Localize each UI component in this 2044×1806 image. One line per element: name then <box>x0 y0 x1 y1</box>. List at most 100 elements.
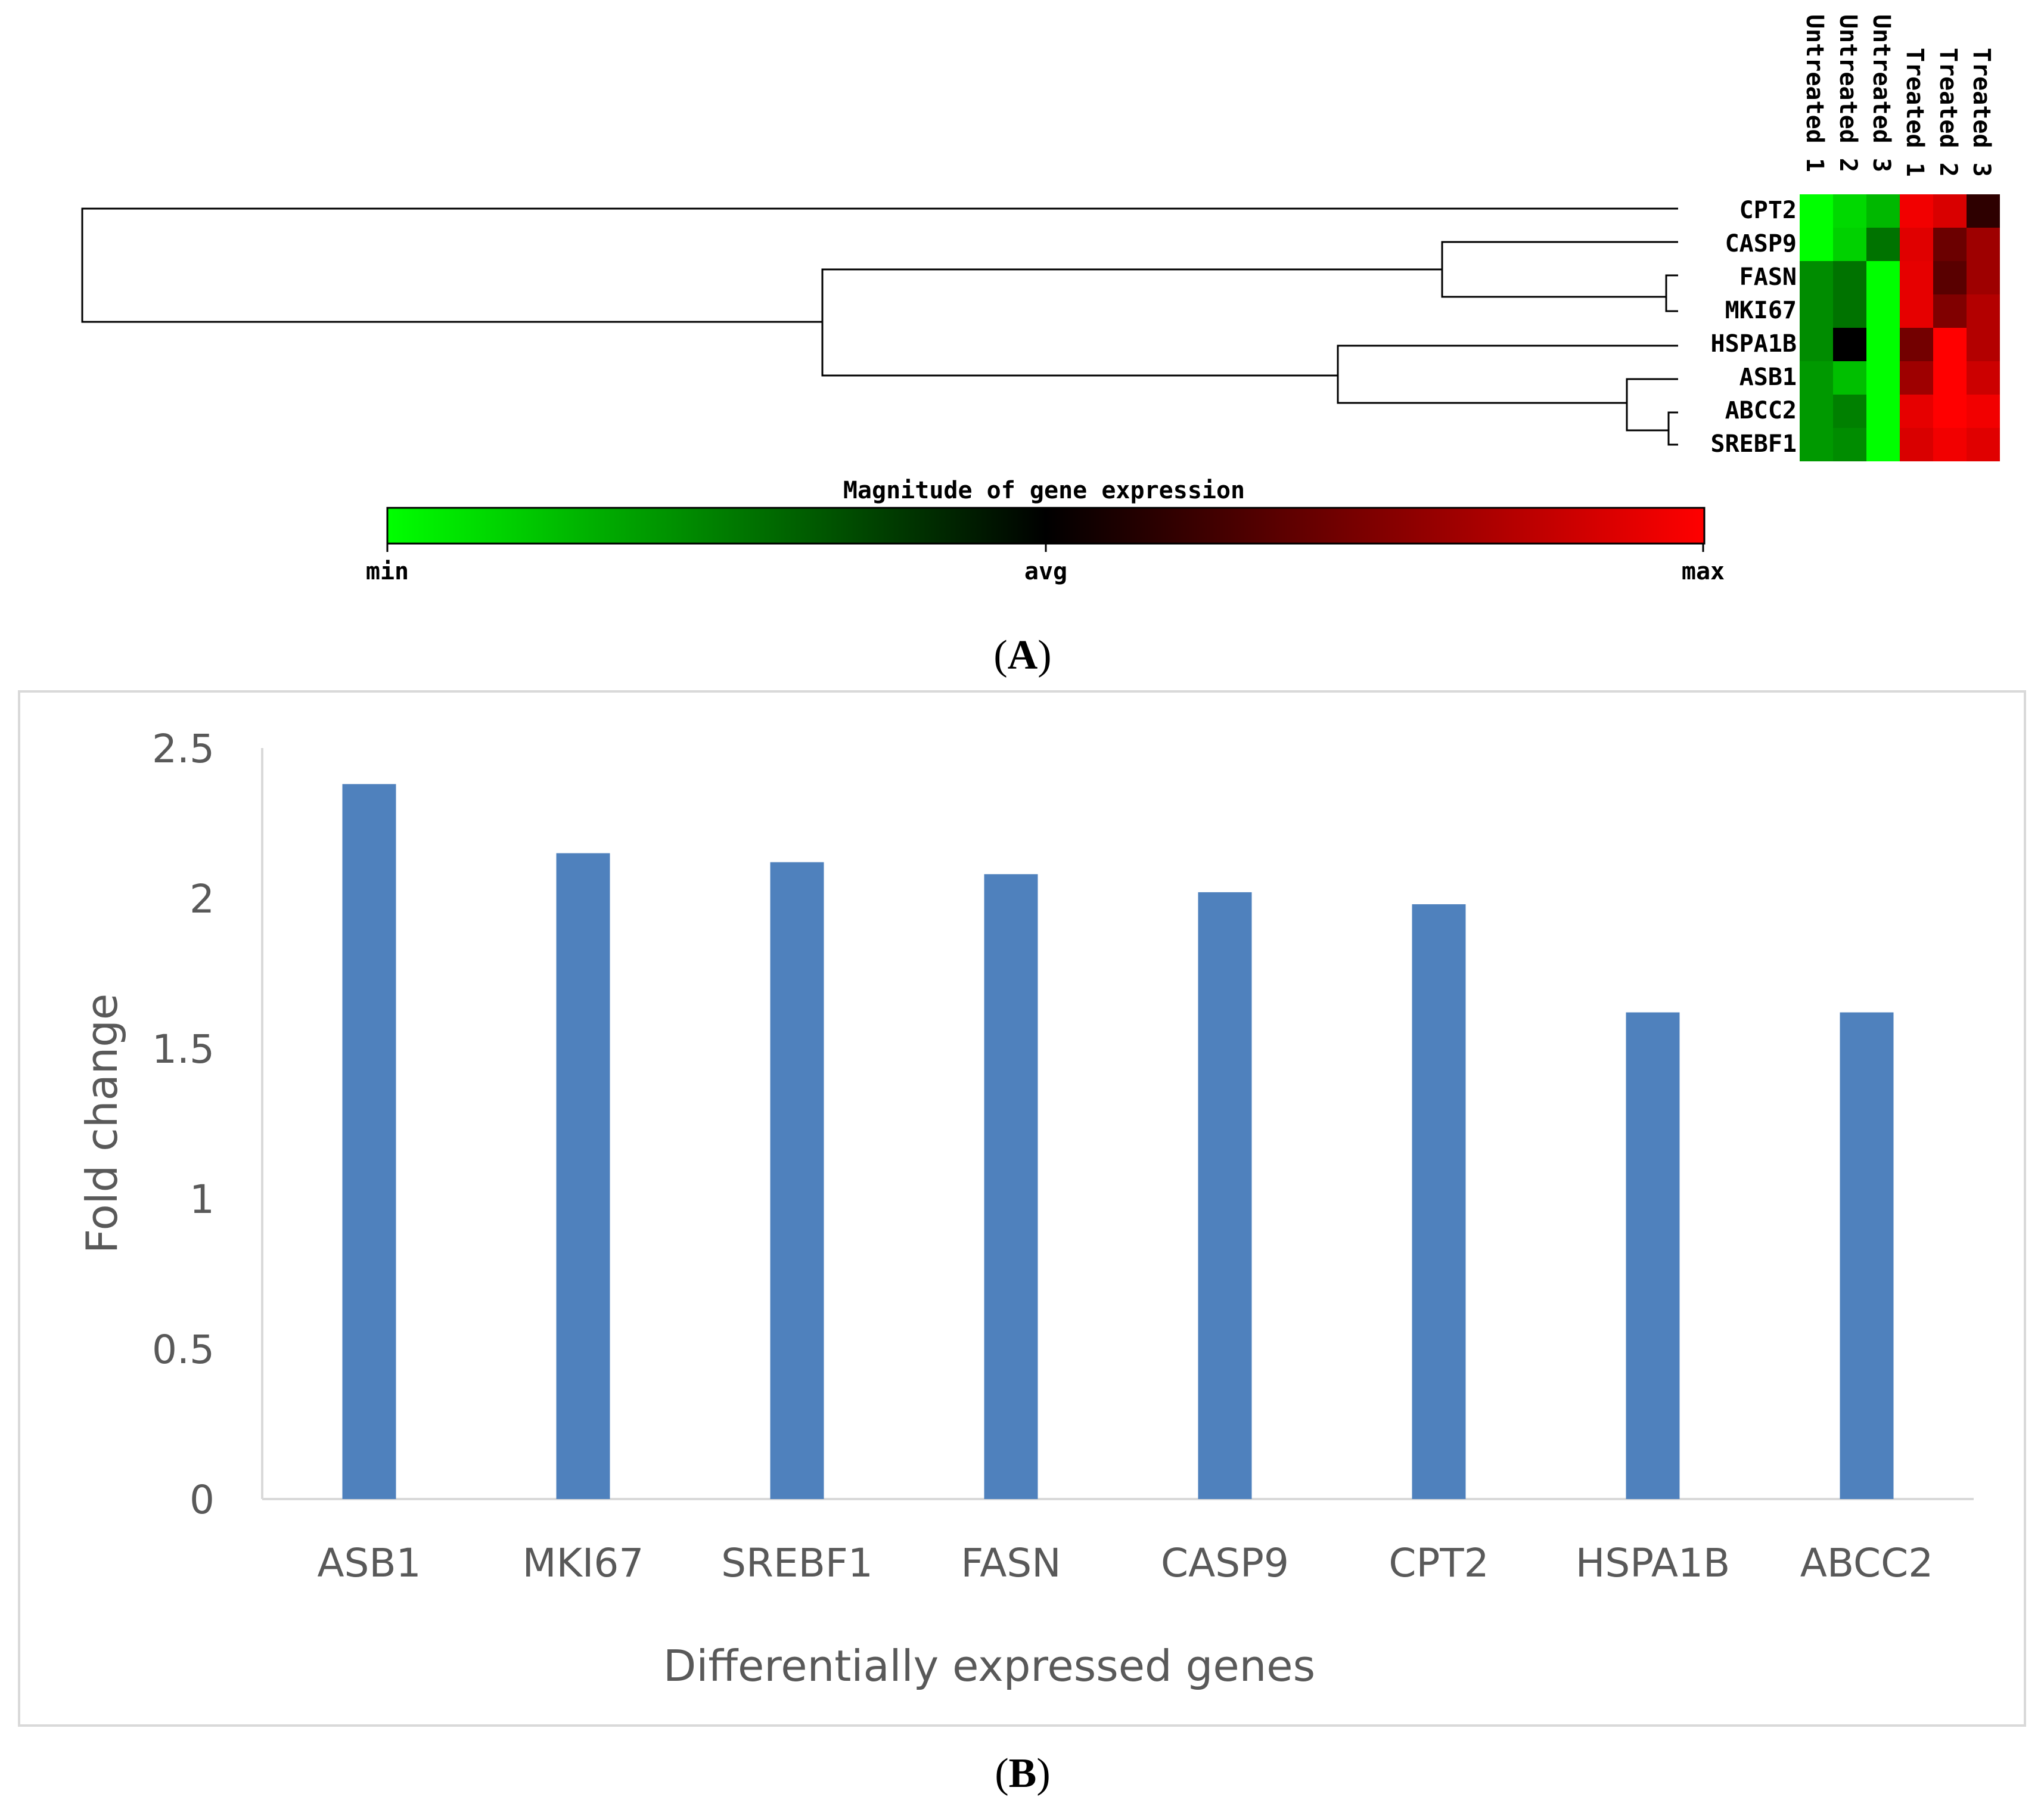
heatmap-panel: CPT2 CASP9 FASN MKI67 HSPA1B ASB1 ABCC2 … <box>81 14 2000 678</box>
heatmap-row-label: HSPA1B <box>1711 330 1797 358</box>
heatmap-cell <box>1933 228 1967 261</box>
heatmap-cell <box>1900 328 1933 361</box>
y-tick-label: 1 <box>190 1177 215 1222</box>
bar <box>1626 1012 1680 1499</box>
heatmap-cell <box>1833 294 1866 328</box>
heatmap-cell <box>1900 228 1933 261</box>
colorbar-title: Magnitude of gene expression <box>843 477 1245 504</box>
heatmap-cell <box>1933 328 1967 361</box>
dendrogram-branch <box>81 207 1678 323</box>
heatmap-cell <box>1800 194 1833 228</box>
heatmap-cell <box>1967 428 2000 461</box>
heatmap-cell <box>1800 328 1833 361</box>
heatmap-column-label: Untreated 1 <box>1801 14 1828 172</box>
heatmap-cell <box>1833 395 1866 428</box>
bar <box>1412 904 1466 1499</box>
heatmap-row-labels: CPT2 CASP9 FASN MKI67 HSPA1B ASB1 ABCC2 … <box>1711 197 1797 458</box>
heatmap-cell <box>1800 395 1833 428</box>
x-tick-labels: ASB1 MKI67 SREBF1 FASN CASP9 CPT2 HSPA1B ABCC2 <box>317 1540 1933 1586</box>
bar-chart-panel: 0 0.5 1 1.5 2 2.5 ASB1 MKI67 SREBF1 FASN CASP9 CPT… <box>18 690 2026 1796</box>
x-tick-label: CPT2 <box>1388 1540 1489 1586</box>
x-tick-label: ASB1 <box>317 1540 421 1586</box>
bar <box>342 784 396 1499</box>
dendrogram-branch <box>1441 241 1678 298</box>
bars <box>342 784 1894 1499</box>
heatmap-cell <box>1900 294 1933 328</box>
heatmap-cell <box>1967 261 2000 294</box>
colorbar-avg-label: avg <box>1024 558 1067 585</box>
heatmap-row-label: MKI67 <box>1725 297 1797 324</box>
heatmap-cells <box>1800 194 2000 461</box>
dendrogram-branch <box>1665 274 1678 312</box>
heatmap-row-label: ASB1 <box>1739 364 1797 391</box>
panel-label-a: (A) <box>993 632 1051 678</box>
heatmap-row-label: SREBF1 <box>1711 430 1797 458</box>
heatmap-cell <box>1900 428 1933 461</box>
bar <box>1840 1012 1894 1499</box>
heatmap-column-label: Treated 2 <box>1934 48 1962 177</box>
heatmap-column-labels: Untreated 1 Untreated 2 Untreated 3 Trea… <box>1801 14 1995 177</box>
heatmap-cell <box>1833 428 1866 461</box>
x-tick-label: HSPA1B <box>1576 1540 1731 1586</box>
heatmap-cell <box>1866 194 1900 228</box>
heatmap-column-label: Untreated 2 <box>1834 14 1862 172</box>
heatmap-cell <box>1800 361 1833 395</box>
heatmap-cell <box>1933 294 1967 328</box>
heatmap-cell <box>1900 395 1933 428</box>
colorbar-gradient <box>386 507 1706 545</box>
colorbar-max-label: max <box>1682 558 1725 585</box>
heatmap-cell <box>1967 328 2000 361</box>
heatmap-cell <box>1967 395 2000 428</box>
heatmap-cell <box>1933 361 1967 395</box>
heatmap-cell <box>1933 428 1967 461</box>
colorbar: Magnitude of gene expression min avg max <box>366 477 1725 585</box>
heatmap-cell <box>1900 194 1933 228</box>
bar <box>770 862 824 1499</box>
dendrogram-branch <box>821 268 1442 377</box>
y-tick-label: 2 <box>190 876 215 922</box>
x-tick-label: ABCC2 <box>1800 1540 1933 1586</box>
heatmap-cell <box>1800 261 1833 294</box>
heatmap-cell <box>1866 361 1900 395</box>
heatmap-cell <box>1800 228 1833 261</box>
heatmap-column-label: Treated 3 <box>1968 48 1995 177</box>
y-tick-label: 0.5 <box>152 1327 215 1373</box>
y-tick-label: 0 <box>190 1477 215 1523</box>
heatmap-cell <box>1866 261 1900 294</box>
y-tick-label: 1.5 <box>152 1026 215 1072</box>
x-tick-label: SREBF1 <box>721 1540 873 1586</box>
panel-label-b: (B) <box>995 1751 1050 1796</box>
heatmap-cell <box>1933 194 1967 228</box>
heatmap-cell <box>1833 261 1866 294</box>
heatmap-row-label: CASP9 <box>1725 230 1797 257</box>
x-tick-label: FASN <box>961 1540 1061 1586</box>
dendrogram-branch <box>1667 411 1678 446</box>
x-axis-title: Differentially expressed genes <box>663 1641 1315 1691</box>
heatmap-cell <box>1967 294 2000 328</box>
heatmap-cell <box>1833 228 1866 261</box>
heatmap-cell <box>1866 428 1900 461</box>
heatmap-cell <box>1866 395 1900 428</box>
heatmap-cell <box>1967 194 2000 228</box>
heatmap-cell <box>1833 328 1866 361</box>
heatmap-column-label: Treated 1 <box>1901 48 1928 177</box>
y-axis-title: Fold change <box>77 994 127 1253</box>
heatmap-cell <box>1967 361 2000 395</box>
heatmap-column-label: Untreated 3 <box>1868 14 1895 172</box>
heatmap-cell <box>1933 261 1967 294</box>
heatmap-cell <box>1967 228 2000 261</box>
heatmap-cell <box>1866 328 1900 361</box>
bar <box>556 853 610 1499</box>
dendrogram-branch <box>1337 345 1678 404</box>
heatmap-cell <box>1800 294 1833 328</box>
bar <box>1198 892 1252 1499</box>
heatmap-cell <box>1900 361 1933 395</box>
heatmap-cell <box>1900 261 1933 294</box>
colorbar-min-label: min <box>366 558 409 585</box>
heatmap-cell <box>1833 361 1866 395</box>
row-dendrogram <box>81 207 1678 446</box>
panel-label-b-letter: B <box>1009 1751 1037 1796</box>
heatmap-row-label: CPT2 <box>1739 197 1797 224</box>
heatmap-cell <box>1866 294 1900 328</box>
